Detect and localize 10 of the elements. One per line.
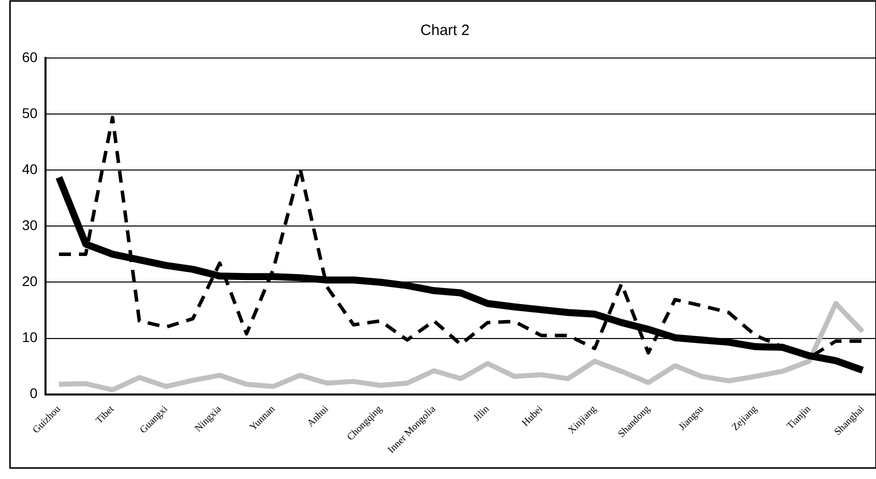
- x-tick-label: Tibet: [94, 404, 117, 426]
- y-tick-label: 50: [22, 104, 38, 121]
- y-tick-label: 20: [22, 273, 38, 290]
- y-tick-label: 10: [22, 329, 38, 346]
- chart-title: Chart 2: [420, 22, 470, 40]
- y-tick-label: 0: [30, 385, 38, 402]
- x-tick-label: Jilin: [472, 404, 492, 424]
- y-tick-label: 40: [22, 160, 38, 177]
- y-tick-label: 30: [22, 217, 38, 234]
- y-tick-label: 60: [22, 48, 38, 65]
